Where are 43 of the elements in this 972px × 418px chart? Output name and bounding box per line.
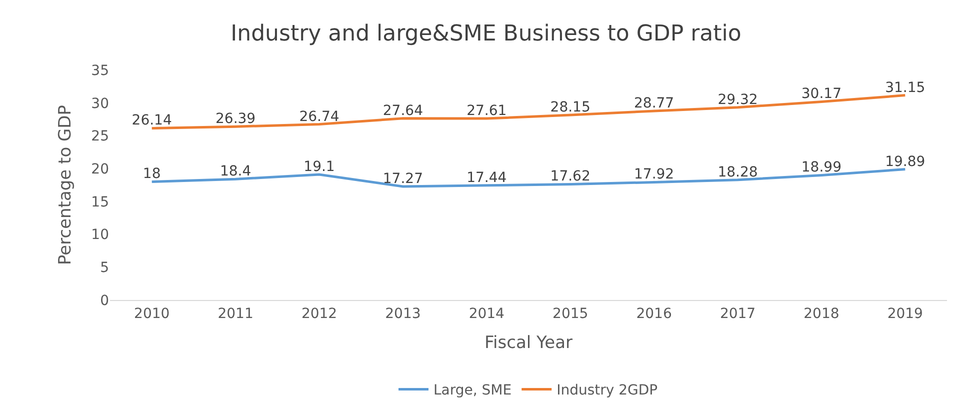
y-tick-label: 5	[100, 260, 109, 276]
x-tick-label: 2015	[552, 306, 588, 322]
x-tick-label: 2010	[134, 306, 170, 322]
data-label: 26.14	[132, 112, 172, 129]
data-label: 28.15	[550, 100, 590, 116]
data-label: 30.17	[801, 86, 842, 102]
y-tick-label: 35	[91, 62, 109, 79]
data-label: 19.1	[304, 158, 335, 175]
data-label: 17.92	[634, 166, 674, 183]
data-label: 27.64	[382, 102, 424, 119]
legend-label: Industry 2GDP	[556, 382, 658, 399]
data-label: 18.99	[801, 160, 842, 176]
y-tick-label: 10	[91, 227, 109, 244]
chart-title: Industry and large&SME Business to GDP ratio	[230, 21, 742, 46]
data-label: 26.74	[299, 108, 340, 125]
x-tick-label: 2016	[636, 306, 672, 322]
data-label: 19.89	[885, 154, 926, 170]
y-axis-title: Percentage to GDP	[56, 104, 76, 266]
data-label: 28.77	[634, 95, 674, 112]
y-tick-label: 20	[91, 161, 109, 178]
data-label: 18.28	[718, 164, 758, 180]
y-tick-label: 15	[91, 194, 109, 210]
x-tick-label: 2014	[468, 306, 505, 322]
y-tick-label: 25	[91, 128, 109, 145]
x-tick-label: 2019	[887, 306, 923, 322]
data-label: 26.39	[216, 111, 256, 128]
x-tick-label: 2017	[720, 306, 756, 322]
data-label: 18	[142, 166, 161, 182]
data-label: 17.27	[382, 171, 423, 188]
x-tick-label: 2018	[804, 306, 840, 322]
x-axis-title: Fiscal Year	[484, 333, 573, 354]
data-label: 17.62	[550, 168, 590, 185]
x-tick-label: 2012	[301, 306, 338, 322]
data-label: 17.44	[466, 170, 507, 186]
legend-label: Large, SME	[434, 382, 512, 399]
y-tick-label: 0	[100, 292, 109, 309]
data-label: 27.61	[466, 103, 507, 120]
data-label: 18.4	[220, 164, 252, 180]
x-tick-label: 2013	[385, 306, 421, 322]
data-label: 31.15	[885, 80, 926, 96]
data-label: 29.32	[718, 92, 758, 108]
y-tick-label: 30	[91, 96, 109, 112]
x-tick-label: 2011	[218, 306, 254, 322]
